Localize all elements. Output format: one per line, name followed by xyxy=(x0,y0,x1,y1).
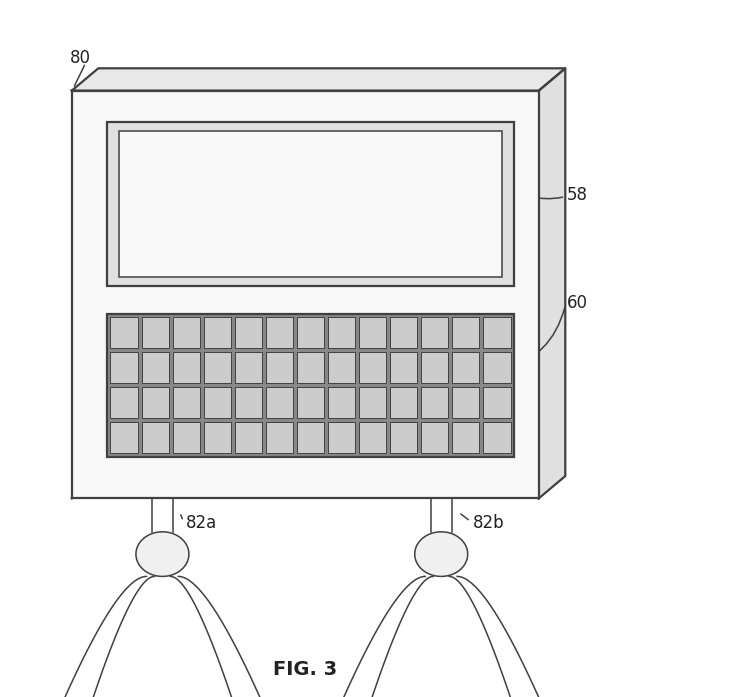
Bar xyxy=(204,317,231,348)
Bar xyxy=(359,387,386,418)
Bar xyxy=(110,422,138,453)
Bar xyxy=(110,317,138,348)
Bar xyxy=(422,422,448,453)
Polygon shape xyxy=(538,68,566,498)
Bar xyxy=(452,317,479,348)
Bar xyxy=(142,352,169,383)
Bar xyxy=(142,422,169,453)
Bar xyxy=(235,387,262,418)
Bar xyxy=(204,422,231,453)
Polygon shape xyxy=(72,68,566,91)
Bar xyxy=(422,387,448,418)
Bar xyxy=(359,422,386,453)
Bar xyxy=(297,317,324,348)
Bar xyxy=(390,352,417,383)
Text: 80: 80 xyxy=(70,49,91,67)
Polygon shape xyxy=(415,532,468,576)
Bar xyxy=(106,314,514,457)
Bar xyxy=(422,352,448,383)
Bar xyxy=(204,352,231,383)
Bar xyxy=(106,122,514,286)
Bar xyxy=(172,352,200,383)
Bar xyxy=(483,352,511,383)
Bar xyxy=(452,422,479,453)
Bar xyxy=(172,422,200,453)
Bar xyxy=(110,352,138,383)
Bar xyxy=(452,352,479,383)
Bar xyxy=(483,387,511,418)
Bar xyxy=(328,317,356,348)
Bar xyxy=(266,422,293,453)
Text: 82a: 82a xyxy=(185,514,217,532)
Text: 60: 60 xyxy=(567,294,588,312)
Bar xyxy=(359,352,386,383)
Bar xyxy=(142,387,169,418)
Bar xyxy=(235,352,262,383)
Text: FIG. 3: FIG. 3 xyxy=(273,659,338,679)
Text: 58: 58 xyxy=(567,186,588,204)
Bar xyxy=(119,131,502,277)
Bar xyxy=(328,387,356,418)
Text: 82b: 82b xyxy=(472,514,504,532)
Bar xyxy=(390,387,417,418)
Bar xyxy=(297,352,324,383)
Bar xyxy=(204,387,231,418)
Bar xyxy=(142,317,169,348)
Bar xyxy=(172,317,200,348)
Bar xyxy=(297,422,324,453)
Bar xyxy=(422,317,448,348)
Bar xyxy=(328,352,356,383)
Bar xyxy=(483,317,511,348)
Polygon shape xyxy=(136,532,189,576)
Bar xyxy=(266,317,293,348)
Bar xyxy=(235,317,262,348)
Bar xyxy=(483,422,511,453)
Bar xyxy=(359,317,386,348)
Bar xyxy=(328,422,356,453)
Bar xyxy=(297,387,324,418)
Bar xyxy=(390,317,417,348)
Bar xyxy=(390,422,417,453)
Bar xyxy=(72,91,538,498)
Bar xyxy=(235,422,262,453)
Bar xyxy=(266,352,293,383)
Bar xyxy=(172,387,200,418)
Bar xyxy=(110,387,138,418)
Bar xyxy=(266,387,293,418)
Bar xyxy=(452,387,479,418)
